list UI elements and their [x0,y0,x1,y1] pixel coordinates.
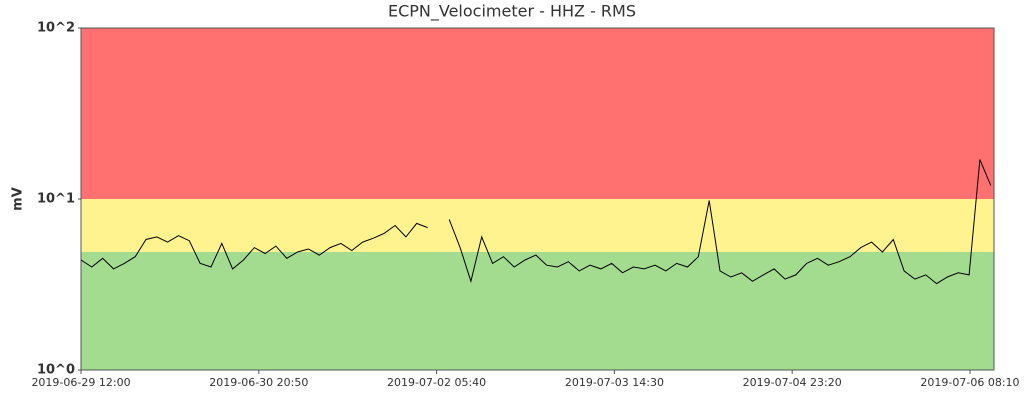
threshold-band [81,251,994,370]
y-tick-label: 10^2 [37,21,75,36]
threshold-band [81,199,994,252]
data-line [80,159,992,285]
chart-title: ECPN_Velocimeter - HHZ - RMS [388,2,636,22]
plot-frame [80,27,995,371]
y-tick-label: 10^0 [37,363,75,378]
x-tick-label: 2019-06-30 20:50 [209,376,308,389]
x-tick-label: 2019-06-29 12:00 [31,376,130,389]
threshold-band [81,28,994,199]
x-tick-label: 2019-07-03 14:30 [565,376,664,389]
y-axis-label: mV [11,187,26,211]
x-tick-label: 2019-07-04 23:20 [743,376,842,389]
x-tick-label: 2019-07-02 05:40 [387,376,486,389]
y-tick-label: 10^1 [37,192,75,207]
x-tick-label: 2019-07-06 08:10 [920,376,1019,389]
